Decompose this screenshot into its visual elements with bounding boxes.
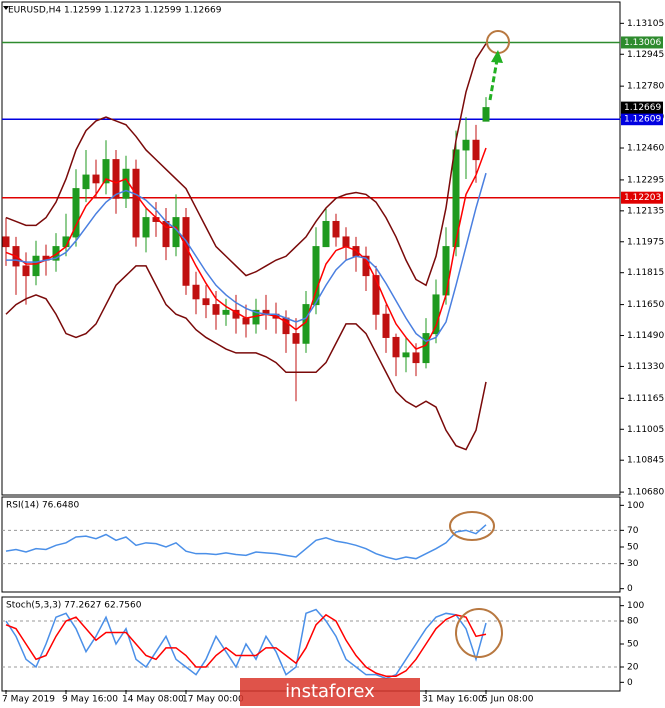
level-tag-label: 1.12609 bbox=[624, 115, 661, 125]
candle-body bbox=[72, 188, 80, 238]
annotation-arrow bbox=[488, 59, 499, 101]
menu-arrow bbox=[3, 6, 9, 10]
watermark: instaforex bbox=[285, 681, 375, 702]
candle-body bbox=[2, 236, 10, 248]
candle-body bbox=[292, 333, 300, 344]
candle-body bbox=[332, 220, 340, 238]
indicator-line bbox=[5, 265, 487, 451]
indicator-line bbox=[5, 147, 487, 350]
candle-body bbox=[92, 174, 100, 184]
y-tick-label: 1.10680 bbox=[627, 488, 664, 498]
price-tag bbox=[621, 101, 663, 114]
y-tick-label: 0 bbox=[627, 678, 633, 688]
indicator-line bbox=[5, 608, 487, 680]
y-tick-label: 1.13105 bbox=[627, 19, 664, 29]
chart-title: EURUSD,H4 1.12599 1.12723 1.12599 1.1266… bbox=[8, 6, 222, 16]
candle-body bbox=[412, 352, 420, 364]
x-tick-label: 9 May 16:00 bbox=[62, 695, 118, 705]
candle-body bbox=[342, 236, 350, 248]
price-tag-label: 1.12669 bbox=[624, 103, 661, 113]
x-tick-label: 31 May 16:00 bbox=[422, 695, 484, 705]
candle-body bbox=[192, 284, 200, 300]
candle-body bbox=[482, 107, 490, 122]
x-tick-label: 14 May 08:00 bbox=[122, 695, 184, 705]
y-tick-label: 1.11650 bbox=[627, 300, 664, 310]
level-tag bbox=[621, 191, 663, 204]
candle-body bbox=[392, 336, 400, 358]
x-tick-label: 7 May 2019 bbox=[2, 695, 55, 705]
rsi-title: RSI(14) 76.6480 bbox=[6, 501, 79, 511]
candle-body bbox=[52, 246, 60, 261]
y-tick-label: 30 bbox=[627, 559, 639, 569]
y-tick-label: 70 bbox=[627, 526, 639, 536]
candle-body bbox=[222, 309, 230, 315]
level-tag bbox=[621, 113, 663, 126]
y-tick-label: 100 bbox=[627, 601, 644, 611]
y-tick-label: 1.12945 bbox=[627, 50, 664, 60]
candle-body bbox=[212, 304, 220, 315]
candle-body bbox=[82, 174, 90, 190]
level-tag bbox=[621, 36, 663, 49]
level-tag-label: 1.12203 bbox=[624, 193, 661, 203]
candle-body bbox=[452, 149, 460, 248]
stoch-title: Stoch(5,3,3) 77.2627 62.7560 bbox=[6, 601, 142, 611]
indicator-line bbox=[6, 172, 487, 343]
y-tick-label: 1.11490 bbox=[627, 331, 664, 341]
y-tick-label: 1.11975 bbox=[627, 237, 664, 247]
candle-body bbox=[472, 139, 480, 161]
x-tick-label: 5 Jun 08:00 bbox=[482, 695, 534, 705]
indicator-line bbox=[5, 524, 487, 561]
x-tick-label: 17 May 00:00 bbox=[182, 695, 244, 705]
candle-body bbox=[112, 159, 120, 199]
candle-body bbox=[102, 159, 110, 184]
candle-body bbox=[372, 275, 380, 315]
indicator-line bbox=[5, 613, 487, 677]
y-tick-label: 1.11815 bbox=[627, 268, 664, 278]
y-tick-label: 1.11005 bbox=[627, 425, 664, 435]
y-tick-label: 0 bbox=[627, 584, 633, 594]
candle-body bbox=[22, 265, 30, 277]
candle-body bbox=[402, 352, 410, 358]
y-tick-label: 1.12295 bbox=[627, 175, 664, 185]
candle-body bbox=[142, 217, 150, 238]
indicator-line bbox=[5, 43, 487, 287]
y-tick-label: 1.11165 bbox=[627, 394, 664, 404]
candle-body bbox=[322, 220, 330, 248]
candle-body bbox=[462, 139, 470, 151]
level-tag-label: 1.13006 bbox=[624, 38, 661, 48]
candle-body bbox=[242, 317, 250, 325]
candle-body bbox=[382, 313, 390, 338]
y-tick-label: 20 bbox=[627, 663, 639, 673]
candle-body bbox=[312, 246, 320, 306]
main-panel bbox=[1, 1, 621, 496]
annotation-circle bbox=[455, 608, 503, 658]
rsi-panel bbox=[1, 496, 621, 593]
y-tick-label: 1.12780 bbox=[627, 82, 664, 92]
y-tick-label: 1.12135 bbox=[627, 206, 664, 216]
candle-body bbox=[422, 333, 430, 364]
candle-body bbox=[32, 255, 40, 277]
candle-body bbox=[122, 168, 130, 199]
watermark-box bbox=[240, 678, 420, 706]
candle-body bbox=[202, 298, 210, 306]
y-tick-label: 100 bbox=[627, 501, 644, 511]
y-tick-label: 50 bbox=[627, 543, 639, 553]
candle-body bbox=[132, 168, 140, 238]
candle-body bbox=[432, 294, 440, 335]
y-tick-label: 50 bbox=[627, 640, 639, 650]
y-tick-label: 1.10845 bbox=[627, 456, 664, 466]
y-tick-label: 1.11330 bbox=[627, 362, 664, 372]
y-tick-label: 80 bbox=[627, 617, 639, 627]
y-tick-label: 1.12460 bbox=[627, 144, 664, 154]
annotation-circle bbox=[449, 511, 495, 541]
annotation-arrowhead bbox=[491, 50, 503, 63]
